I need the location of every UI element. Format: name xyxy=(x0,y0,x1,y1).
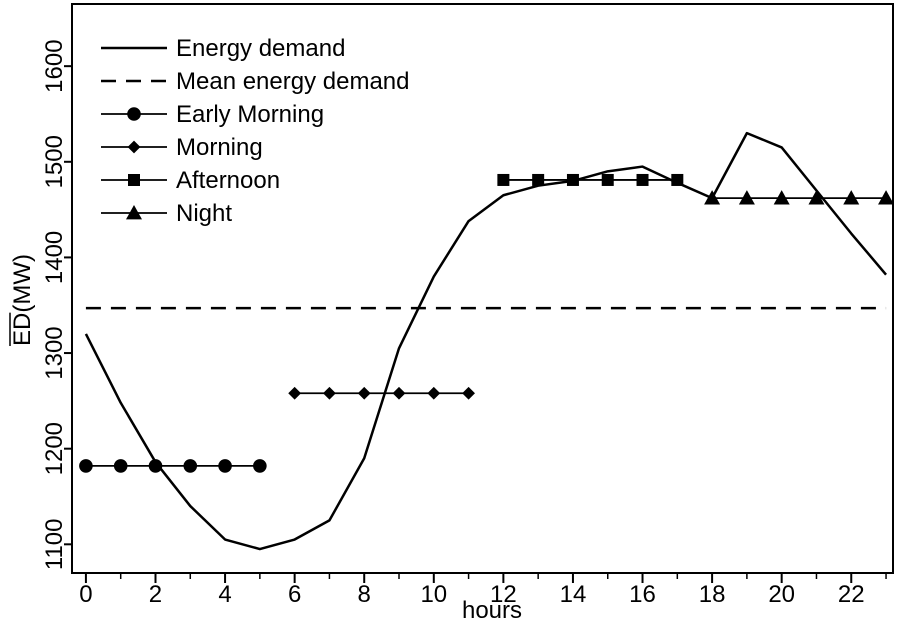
legend-label-afternoon: Afternoon xyxy=(176,167,280,194)
data-point-night xyxy=(878,190,895,205)
data-point-night xyxy=(773,190,790,205)
x-tick-label: 14 xyxy=(560,581,587,608)
plot-frame xyxy=(71,3,894,574)
data-point-afternoon xyxy=(601,173,614,186)
legend-marker-morning xyxy=(127,140,141,154)
x-tick-label: 12 xyxy=(490,581,517,608)
data-point-afternoon xyxy=(532,173,545,186)
x-axis-title: hours xyxy=(462,597,522,624)
legend-marker-early-morning xyxy=(127,107,141,121)
y-tick-label: 1400 xyxy=(41,231,68,284)
data-point-afternoon xyxy=(566,173,579,186)
legend-label-mean-energy-demand: Mean energy demand xyxy=(176,68,409,95)
data-point-afternoon xyxy=(636,173,649,186)
data-point-night xyxy=(843,190,860,205)
data-point-morning xyxy=(427,386,441,400)
x-tick-label: 10 xyxy=(420,581,447,608)
y-tick-label: 1600 xyxy=(41,39,68,92)
legend-marker-afternoon xyxy=(128,174,140,186)
x-tick-label: 16 xyxy=(629,581,656,608)
y-axis-title-quantity: ED xyxy=(9,313,36,346)
legend-label-energy-demand: Energy demand xyxy=(176,35,345,62)
data-point-night xyxy=(704,190,721,205)
data-point-morning xyxy=(357,386,371,400)
y-tick-label: 1200 xyxy=(41,422,68,475)
x-tick-label: 2 xyxy=(149,581,162,608)
data-point-early-morning xyxy=(148,459,163,473)
data-point-early-morning xyxy=(183,459,198,473)
series-layer xyxy=(79,131,895,551)
data-point-afternoon xyxy=(671,173,684,186)
legend-label-night: Night xyxy=(176,200,232,227)
series-line-energy-demand xyxy=(84,131,887,551)
data-point-morning xyxy=(288,386,302,400)
legend: Energy demand Mean energy demand Early Mor… xyxy=(101,35,409,227)
x-tick-label: 20 xyxy=(768,581,795,608)
data-point-morning xyxy=(392,386,406,400)
data-point-night xyxy=(808,190,825,205)
data-point-early-morning xyxy=(79,459,93,473)
data-point-afternoon xyxy=(497,173,510,186)
data-point-night xyxy=(738,190,755,205)
legend-label-morning: Morning xyxy=(176,134,263,161)
y-axis-title-units: (MW) xyxy=(9,254,36,313)
data-point-morning xyxy=(462,386,475,400)
x-tick-label: 22 xyxy=(838,581,865,608)
y-tick-label: 1100 xyxy=(41,519,68,571)
x-tick-label: 6 xyxy=(288,581,301,608)
y-axis-title: ED(MW) xyxy=(9,254,36,346)
data-point-morning xyxy=(323,386,336,400)
data-point-early-morning xyxy=(113,459,128,473)
y-tick-label: 1500 xyxy=(41,135,68,188)
data-point-early-morning xyxy=(218,459,232,473)
svg-text:ED(MW): ED(MW) xyxy=(9,254,36,346)
x-tick-label: 18 xyxy=(699,581,726,608)
x-tick-label: 8 xyxy=(358,581,371,608)
data-point-early-morning xyxy=(253,459,267,473)
legend-marker-night xyxy=(126,205,142,220)
x-tick-label: 4 xyxy=(218,581,231,608)
axes: 0 2 4 6 8 10 12 14 16 18 20 22 1100 1200 1300 1400 1500 1… xyxy=(41,39,887,608)
x-tick-label: 0 xyxy=(79,581,92,608)
y-tick-label: 1300 xyxy=(41,326,68,379)
legend-label-early-morning: Early Morning xyxy=(176,101,324,128)
